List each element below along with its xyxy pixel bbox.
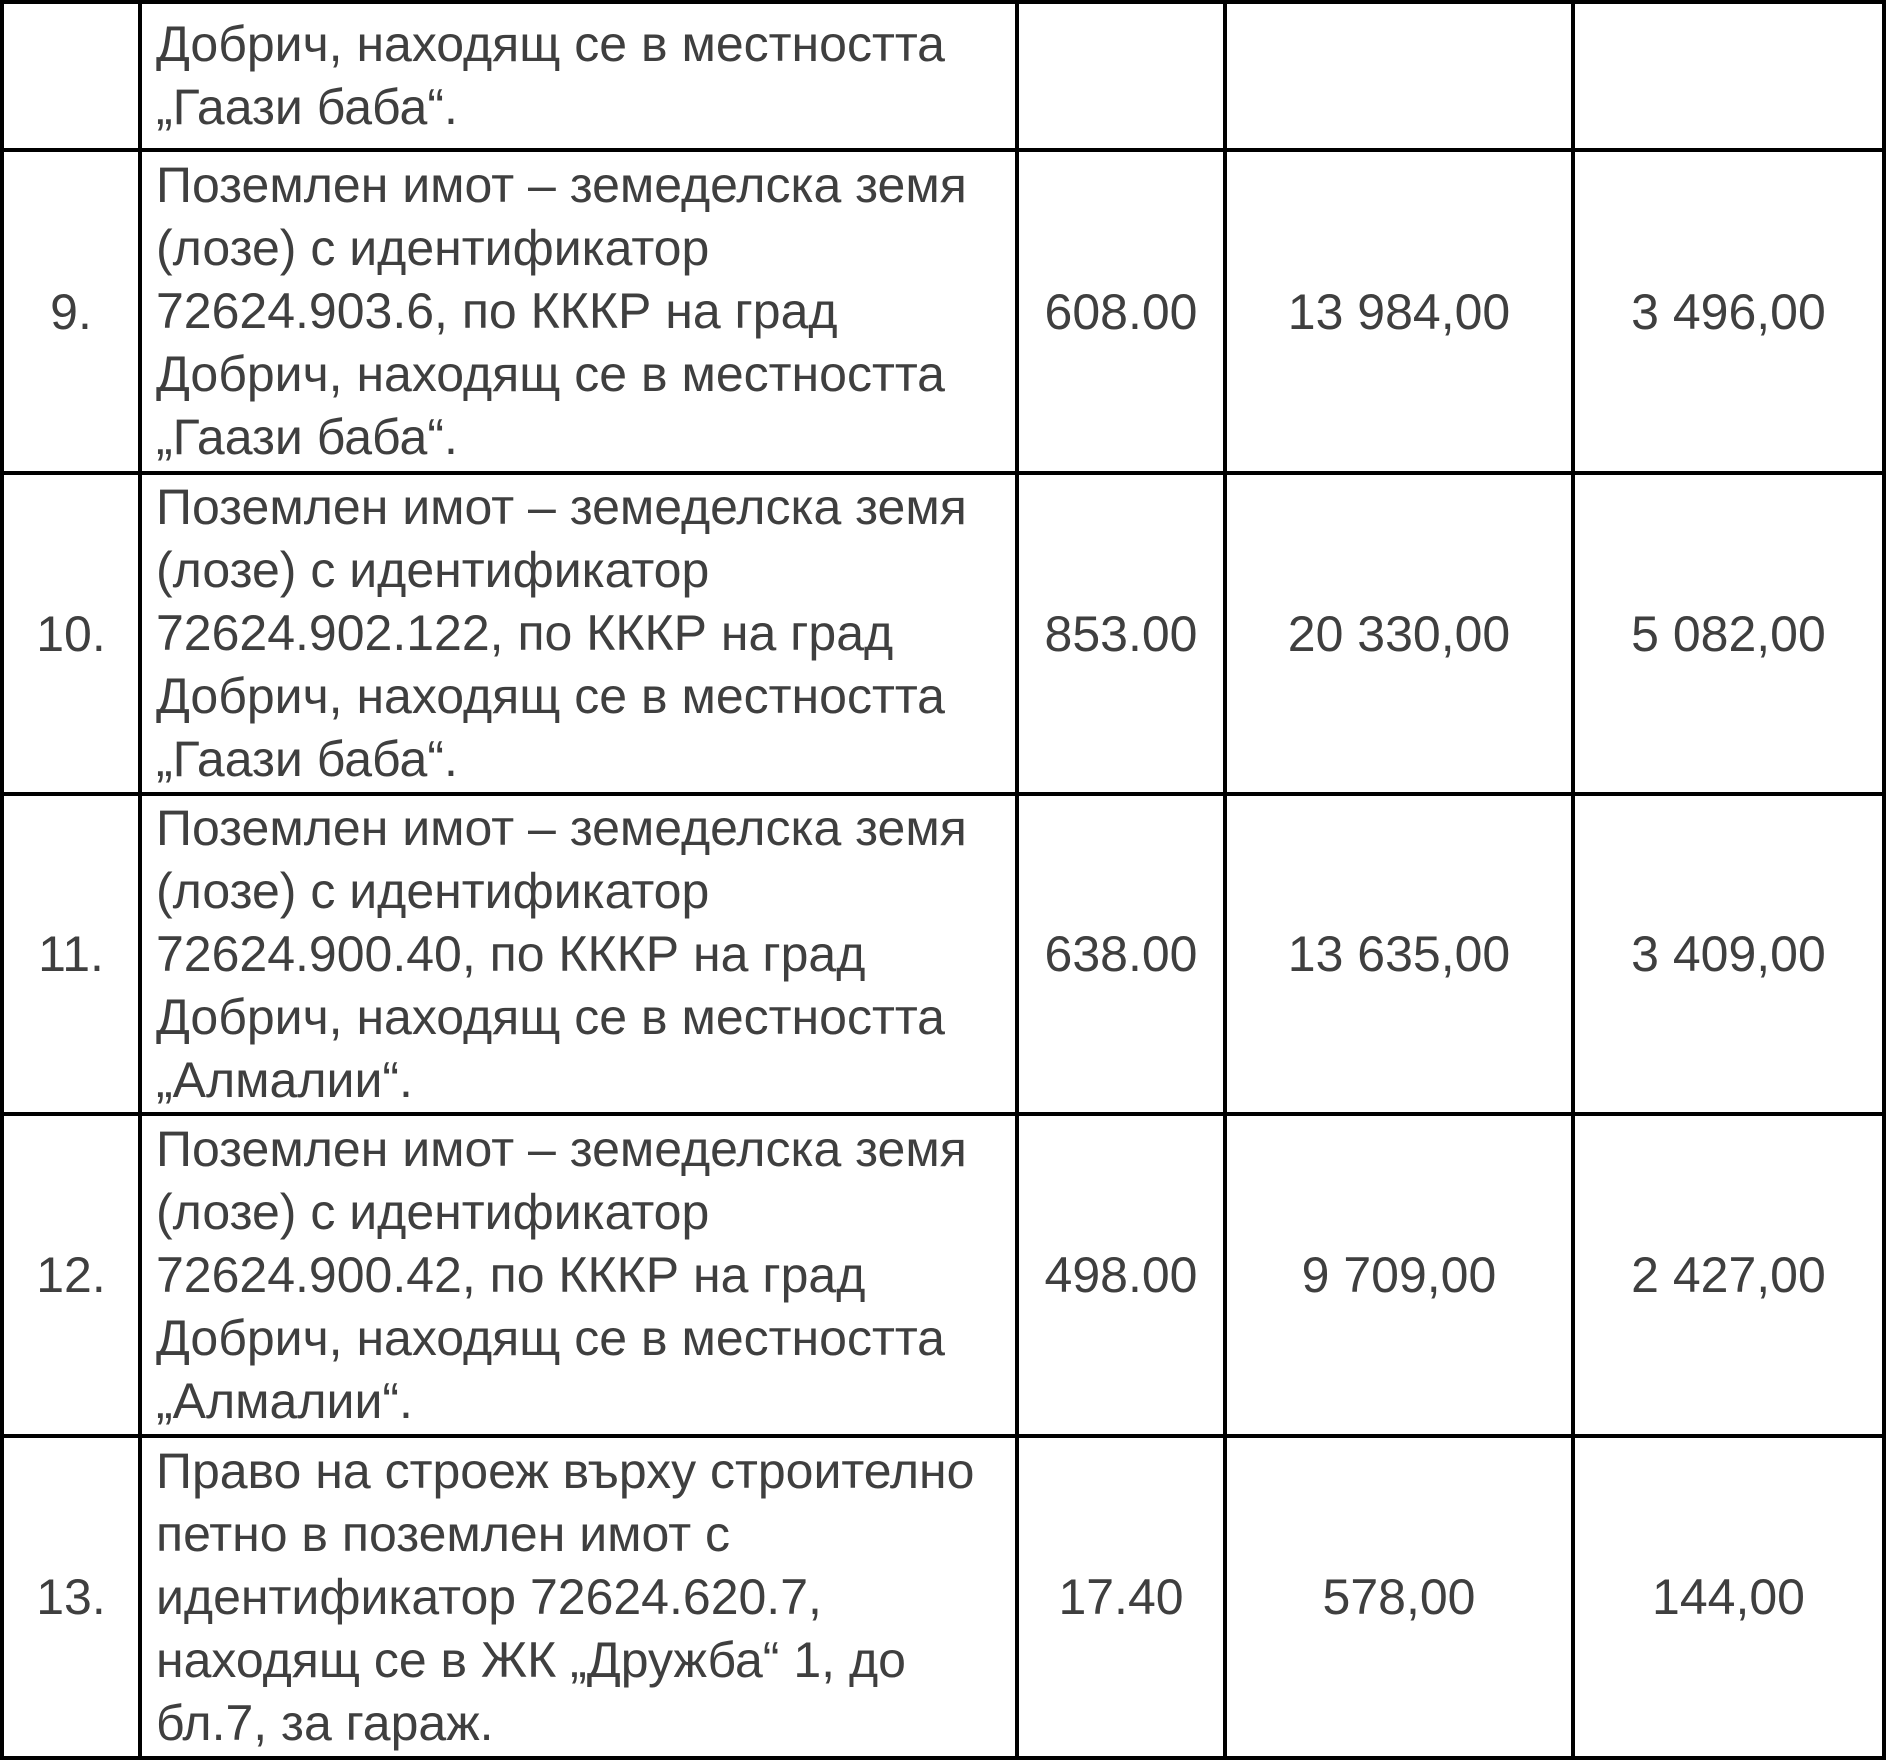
numeric-cell-3: 3 496,00	[1571, 148, 1886, 475]
table-row: 13. Право на строеж върху строително пет…	[0, 1434, 1886, 1760]
table-row: 12. Поземлен имот – земеделска земя (лоз…	[0, 1112, 1886, 1438]
numeric-cell-2: 13 635,00	[1223, 792, 1575, 1116]
numeric-cell-2	[1223, 0, 1575, 152]
numeric-cell-1	[1015, 0, 1227, 152]
numeric-cell-1: 608.00	[1015, 148, 1227, 475]
numeric-cell-2: 578,00	[1223, 1434, 1575, 1760]
numeric-cell-1: 498.00	[1015, 1112, 1227, 1438]
numeric-cell-3: 5 082,00	[1571, 471, 1886, 796]
numeric-cell-1: 853.00	[1015, 471, 1227, 796]
row-number-cell: 10.	[0, 471, 142, 796]
description-cell: Право на строеж върху строително петно в…	[138, 1434, 1019, 1760]
numeric-cell-2: 13 984,00	[1223, 148, 1575, 475]
description-cell: Поземлен имот – земеделска земя (лозе) с…	[138, 148, 1019, 475]
numeric-cell-3	[1571, 0, 1886, 152]
row-number-cell	[0, 0, 142, 152]
table-row: Добрич, находящ се в местността „Гаази б…	[0, 0, 1886, 152]
table-row: 10. Поземлен имот – земеделска земя (лоз…	[0, 471, 1886, 796]
table-row: 9. Поземлен имот – земеделска земя (лозе…	[0, 148, 1886, 475]
table-row: 11. Поземлен имот – земеделска земя (лоз…	[0, 792, 1886, 1116]
numeric-cell-3: 3 409,00	[1571, 792, 1886, 1116]
row-number-cell: 9.	[0, 148, 142, 475]
description-cell: Поземлен имот – земеделска земя (лозе) с…	[138, 1112, 1019, 1438]
numeric-cell-1: 17.40	[1015, 1434, 1227, 1760]
row-number-cell: 12.	[0, 1112, 142, 1438]
row-number-cell: 13.	[0, 1434, 142, 1760]
numeric-cell-3: 2 427,00	[1571, 1112, 1886, 1438]
numeric-cell-3: 144,00	[1571, 1434, 1886, 1760]
description-cell: Поземлен имот – земеделска земя (лозе) с…	[138, 792, 1019, 1116]
description-cell: Поземлен имот – земеделска земя (лозе) с…	[138, 471, 1019, 796]
numeric-cell-1: 638.00	[1015, 792, 1227, 1116]
numeric-cell-2: 9 709,00	[1223, 1112, 1575, 1438]
row-number-cell: 11.	[0, 792, 142, 1116]
description-cell: Добрич, находящ се в местността „Гаази б…	[138, 0, 1019, 152]
numeric-cell-2: 20 330,00	[1223, 471, 1575, 796]
